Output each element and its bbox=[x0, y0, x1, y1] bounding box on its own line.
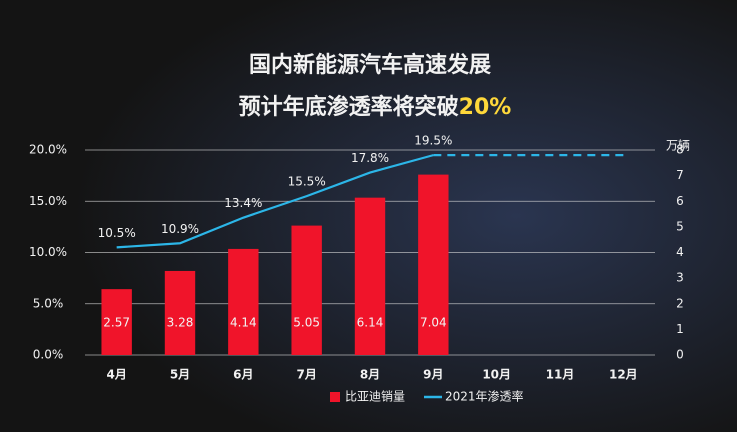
y2-tick-label: 0 bbox=[676, 348, 684, 362]
y2-tick-label: 5 bbox=[676, 219, 684, 233]
line-value-label: 17.8% bbox=[351, 151, 389, 165]
line-value-label: 10.5% bbox=[98, 226, 136, 240]
legend-swatch bbox=[330, 392, 340, 402]
y2-tick-label: 8 bbox=[676, 143, 684, 157]
line-value-label: 19.5% bbox=[414, 134, 452, 148]
x-tick-label: 9月 bbox=[423, 368, 443, 382]
x-tick-label: 4月 bbox=[106, 368, 126, 382]
x-tick-label: 6月 bbox=[233, 368, 253, 382]
line-value-label: 10.9% bbox=[161, 222, 199, 236]
bar bbox=[354, 197, 386, 355]
y-tick-label: 0.0% bbox=[33, 348, 64, 362]
y2-tick-label: 7 bbox=[676, 168, 684, 182]
chart-subtitle: 预计年底渗透率将突破20% bbox=[239, 94, 512, 120]
legend-label: 2021年渗透率 bbox=[445, 389, 524, 404]
bar-value-label: 4.14 bbox=[230, 316, 257, 330]
chart-title: 国内新能源汽车高速发展 bbox=[249, 52, 491, 78]
bar-value-label: 7.04 bbox=[420, 316, 447, 330]
x-tick-label: 5月 bbox=[170, 368, 190, 382]
x-tick-label: 10月 bbox=[482, 368, 511, 382]
subtitle-highlight: 20% bbox=[459, 95, 512, 120]
x-tick-label: 12月 bbox=[609, 368, 638, 382]
bar-value-label: 2.57 bbox=[103, 316, 130, 330]
bar bbox=[101, 289, 132, 355]
y-tick-label: 10.0% bbox=[29, 245, 67, 259]
line bbox=[116, 154, 434, 249]
bar bbox=[291, 225, 322, 355]
y-tick-label: 20.0% bbox=[29, 143, 67, 157]
y2-tick-label: 6 bbox=[676, 194, 684, 208]
bar bbox=[228, 248, 259, 355]
legend-label: 比亚迪销量 bbox=[345, 390, 405, 404]
bar-value-label: 3.28 bbox=[167, 316, 194, 330]
line-value-label: 13.4% bbox=[224, 196, 262, 210]
bar-value-label: 6.14 bbox=[357, 316, 384, 330]
x-tick-label: 11月 bbox=[546, 368, 575, 382]
bar bbox=[418, 174, 449, 355]
y2-tick-label: 1 bbox=[676, 322, 684, 336]
y2-tick-label: 4 bbox=[676, 245, 684, 259]
y-tick-label: 5.0% bbox=[33, 296, 64, 310]
subtitle-text: 预计年底渗透率将突破 bbox=[239, 94, 459, 120]
x-tick-label: 8月 bbox=[360, 368, 380, 382]
y-tick-label: 15.0% bbox=[29, 194, 67, 208]
y2-axis-label: 万辆 bbox=[666, 139, 690, 153]
bar-value-label: 5.05 bbox=[293, 316, 320, 330]
line-value-label: 15.5% bbox=[288, 175, 326, 189]
y2-tick-label: 2 bbox=[676, 296, 684, 310]
bar bbox=[164, 270, 196, 355]
y2-tick-label: 3 bbox=[676, 271, 684, 285]
x-tick-label: 7月 bbox=[296, 368, 316, 382]
